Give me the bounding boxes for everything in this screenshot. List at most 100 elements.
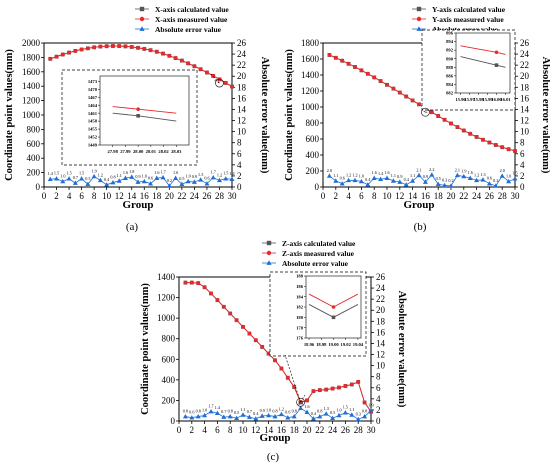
data-label: 0.4	[365, 177, 371, 182]
data-point	[161, 51, 165, 56]
data-point	[136, 45, 140, 50]
y-tick-label: 600	[27, 139, 41, 149]
y2-tick-label: 26	[237, 38, 247, 48]
data-point	[292, 385, 297, 389]
x-axis-label: Group	[404, 199, 435, 211]
x-tick-label: 14	[127, 191, 137, 201]
legend-entry: Absolute error value	[155, 25, 222, 34]
data-point	[355, 416, 361, 422]
y-tick-label: 2000	[22, 38, 41, 48]
data-label: 1.9	[368, 402, 373, 407]
x-tick-label: 2	[54, 191, 59, 201]
data-label: 2.1	[455, 167, 460, 172]
y2-tick-label: 8	[237, 138, 242, 148]
data-point	[337, 385, 341, 390]
x-tick-label: 30	[367, 425, 377, 435]
data-point	[362, 400, 367, 405]
panel-label: (a)	[126, 221, 139, 233]
data-point	[72, 180, 78, 185]
data-point	[493, 143, 498, 147]
data-point	[310, 416, 316, 421]
data-label: 1.1	[349, 407, 354, 412]
data-point	[467, 175, 473, 180]
inset-y-tick-label: 178	[296, 325, 304, 330]
data-point	[241, 324, 245, 329]
legend-entry: X-axis measured value	[155, 15, 228, 24]
x-axis-label: Group	[260, 432, 291, 444]
x-tick-label: 2	[190, 425, 195, 435]
data-point	[272, 413, 278, 419]
y2-axis-label: Absolute error value(mm)	[396, 291, 407, 408]
data-point	[216, 177, 222, 183]
data-point	[513, 149, 517, 153]
data-point	[417, 102, 421, 107]
data-point	[179, 181, 185, 187]
data-label: 1.1	[117, 173, 122, 178]
data-label: 1.6	[384, 170, 389, 175]
legend-marker	[139, 16, 145, 22]
chart-panel-c: 0 2 4 6 8 10 12 14 16 18 20 22 24 26 28 300200400600800…	[140, 239, 407, 463]
inset-calculated-point	[136, 114, 140, 118]
data-point	[179, 58, 184, 63]
inset-plot-frame	[455, 32, 511, 94]
data-point	[198, 67, 203, 72]
y2-tick-label: 24	[520, 49, 530, 59]
y2-tick-label: 4	[520, 160, 525, 170]
data-point	[410, 98, 415, 103]
data-label: 2.0	[327, 168, 332, 173]
x-tick-label: 18	[152, 191, 162, 201]
data-point	[448, 183, 454, 188]
data-point	[346, 177, 352, 183]
data-point	[135, 179, 141, 184]
y2-tick-label: 18	[520, 82, 530, 92]
data-point	[512, 176, 518, 181]
zoom-guide-line	[213, 79, 220, 84]
inset-y-tick-label: 1473	[88, 79, 98, 84]
x-tick-label: 20	[165, 191, 175, 201]
y2-tick-label: 18	[237, 82, 247, 92]
x-tick-label: 22	[459, 191, 468, 201]
inset-x-tick-label: 18.98	[316, 342, 327, 347]
chart-panel-b: 0 2 4 6 8 10 12 14 16 18 20 22 24 26 28 300200400600800…	[284, 5, 550, 233]
x-tick-label: 12	[251, 425, 260, 435]
data-label: 1.2	[98, 172, 103, 177]
y2-tick-label: 6	[520, 149, 525, 159]
inset-x-tick-label: 27.99	[120, 149, 131, 154]
inset-y-tick-label: 1452	[88, 135, 98, 140]
y-tick-label: 1400	[301, 70, 320, 80]
legend-marker	[416, 6, 422, 12]
data-point	[442, 182, 448, 188]
data-point	[333, 55, 338, 60]
inset-y-tick-label: 894	[446, 39, 454, 44]
y2-tick-label: 22	[520, 60, 529, 70]
data-label: 1.5	[512, 171, 517, 176]
data-point	[349, 412, 355, 417]
x-tick-label: 24	[328, 425, 338, 435]
y2-tick-label: 0	[376, 416, 381, 426]
data-point	[210, 174, 216, 180]
data-point	[160, 174, 166, 180]
data-label: 0.4	[311, 411, 317, 416]
data-label: 1.9	[92, 168, 97, 173]
y2-tick-label: 10	[237, 127, 247, 137]
inset-x-tick-label: 28.02	[158, 149, 169, 154]
inset-y-tick-label: 882	[446, 91, 454, 96]
y2-tick-label: 4	[376, 394, 381, 404]
data-point	[67, 50, 71, 55]
legend-entry: X-axis calculated value	[155, 5, 229, 14]
inset-measured-point	[331, 305, 336, 309]
inset-y-tick-label: 1455	[88, 127, 98, 132]
legend-entry: Y-axis measured value	[432, 15, 504, 24]
data-point	[85, 181, 91, 187]
inset-x-tick-label: 15.99	[482, 97, 493, 102]
data-point	[474, 134, 479, 139]
inset-y-tick-label: 1464	[88, 103, 98, 108]
data-point	[449, 121, 453, 126]
inset-y-tick-label: 886	[446, 73, 454, 78]
data-point	[455, 125, 460, 129]
data-point	[378, 176, 384, 182]
y-tick-label: 1400	[22, 81, 41, 91]
inset-x-tick-label: 18.96	[304, 342, 315, 347]
data-label: 1.0	[186, 173, 191, 178]
y-tick-label: 1200	[301, 86, 320, 96]
